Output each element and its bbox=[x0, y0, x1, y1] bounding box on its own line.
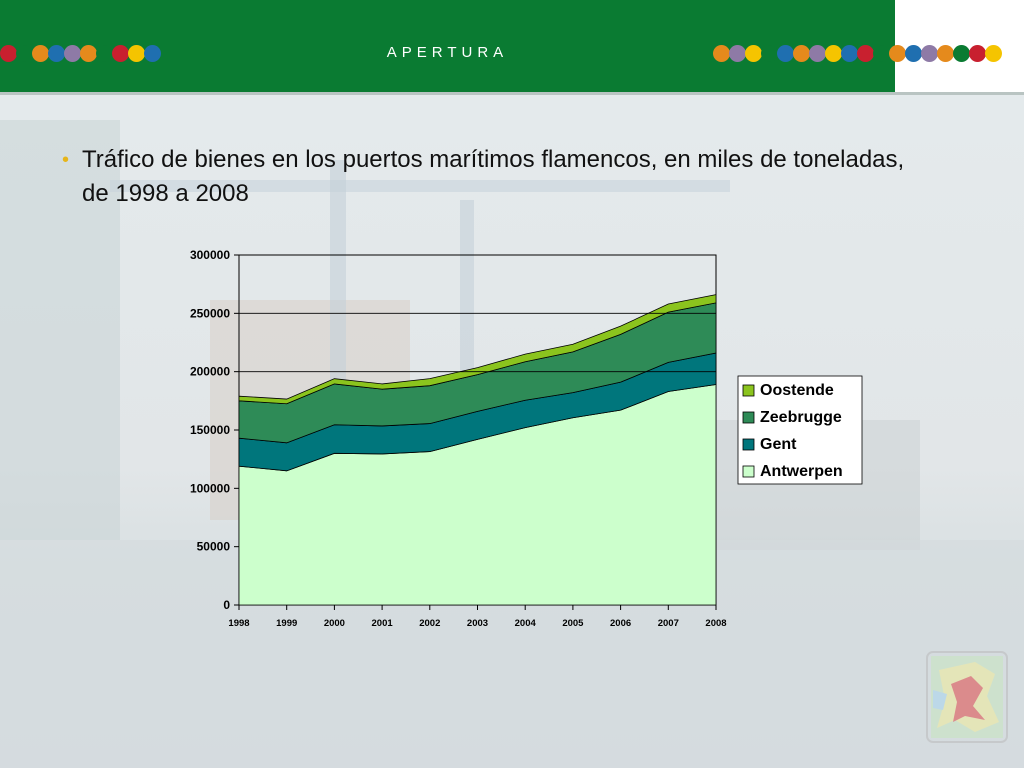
legend-label-zeebrugge: Zeebrugge bbox=[760, 409, 842, 426]
x-tick-label-0: 1998 bbox=[228, 618, 249, 629]
x-tick-label-4: 2002 bbox=[419, 618, 440, 629]
legend-swatch-gent bbox=[742, 438, 755, 451]
y-tick-label-4: 200000 bbox=[190, 365, 230, 379]
decorative-dots-right bbox=[713, 45, 1002, 63]
left-dot-1 bbox=[16, 45, 33, 62]
y-tick-label-1: 50000 bbox=[197, 540, 231, 554]
right-dot-1 bbox=[729, 45, 746, 62]
decorative-dots-left bbox=[0, 45, 161, 63]
x-tick-label-10: 2008 bbox=[705, 618, 726, 629]
flanders-lion-logo bbox=[926, 651, 1008, 743]
left-dot-5 bbox=[80, 45, 97, 62]
x-tick-label-9: 2007 bbox=[658, 618, 679, 629]
right-dot-10 bbox=[873, 45, 890, 62]
legend-swatch-oostende bbox=[742, 384, 755, 397]
left-dot-2 bbox=[32, 45, 49, 62]
y-tick-label-6: 300000 bbox=[190, 248, 230, 262]
x-tick-label-3: 2001 bbox=[372, 618, 394, 629]
right-dot-12 bbox=[905, 45, 922, 62]
x-tick-label-5: 2003 bbox=[467, 618, 488, 629]
y-tick-label-5: 250000 bbox=[190, 306, 230, 320]
right-dot-13 bbox=[921, 45, 938, 62]
left-dot-3 bbox=[48, 45, 65, 62]
right-dot-3 bbox=[761, 45, 778, 62]
bullet-text: Tráfico de bienes en los puertos marítim… bbox=[82, 146, 905, 207]
area-series-oostende bbox=[238, 294, 717, 405]
right-dot-2 bbox=[745, 45, 762, 62]
right-dot-5 bbox=[793, 45, 810, 62]
right-dot-14 bbox=[937, 45, 954, 62]
left-dot-9 bbox=[144, 45, 161, 62]
x-tick-label-7: 2005 bbox=[562, 618, 584, 629]
x-tick-label-2: 2000 bbox=[324, 618, 345, 629]
left-dot-4 bbox=[64, 45, 81, 62]
legend-label-gent: Gent bbox=[760, 436, 797, 453]
legend-swatch-zeebrugge bbox=[742, 411, 755, 424]
legend-box bbox=[737, 375, 863, 485]
right-dot-4 bbox=[777, 45, 794, 62]
x-tick-label-1: 1999 bbox=[276, 618, 297, 629]
right-dot-15 bbox=[953, 45, 970, 62]
x-tick-label-8: 2006 bbox=[610, 618, 631, 629]
legend-swatch-antwerpen bbox=[742, 465, 755, 478]
right-dot-11 bbox=[889, 45, 906, 62]
x-tick-label-6: 2004 bbox=[515, 618, 537, 629]
right-dot-9 bbox=[857, 45, 874, 62]
right-dot-6 bbox=[809, 45, 826, 62]
left-dot-7 bbox=[112, 45, 129, 62]
right-dot-17 bbox=[985, 45, 1002, 62]
right-dot-8 bbox=[841, 45, 858, 62]
legend-label-antwerpen: Antwerpen bbox=[760, 463, 843, 480]
right-dot-16 bbox=[969, 45, 986, 62]
right-dot-0 bbox=[713, 45, 730, 62]
bullet-icon: • bbox=[62, 149, 70, 171]
legend-label-oostende: Oostende bbox=[760, 382, 834, 399]
y-tick-label-3: 150000 bbox=[190, 423, 230, 437]
header-divider bbox=[0, 92, 1024, 95]
left-dot-0 bbox=[0, 45, 17, 62]
right-dot-7 bbox=[825, 45, 842, 62]
slide-header-title: APERTURA bbox=[386, 44, 509, 61]
left-dot-6 bbox=[96, 45, 113, 62]
y-tick-label-2: 100000 bbox=[190, 481, 230, 495]
left-dot-8 bbox=[128, 45, 145, 62]
y-tick-label-0: 0 bbox=[223, 598, 230, 612]
